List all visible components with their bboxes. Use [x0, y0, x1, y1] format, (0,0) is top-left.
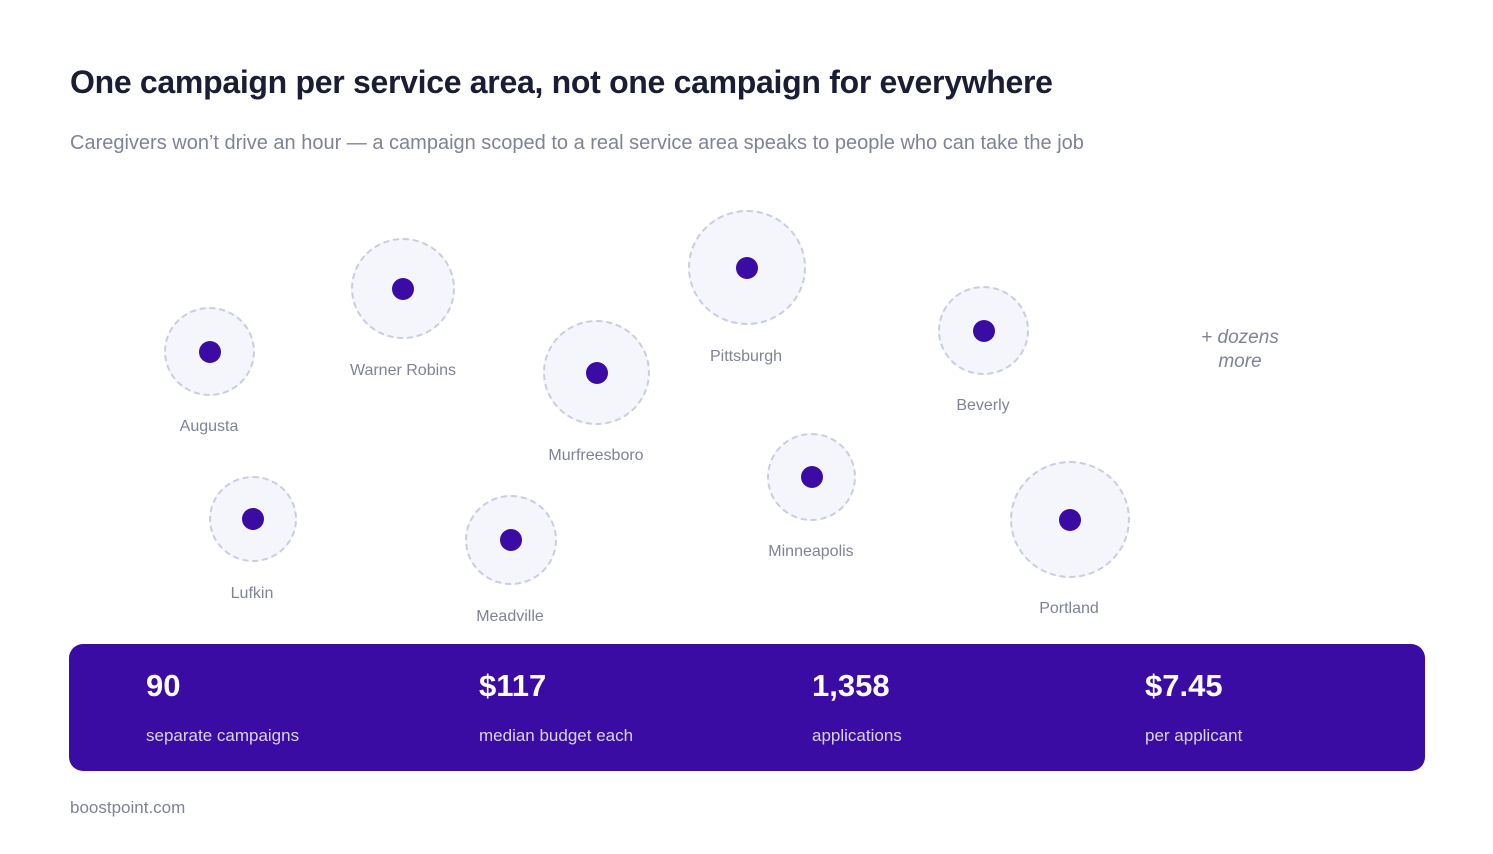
location-dot-icon — [800, 466, 823, 488]
service-area-augusta — [164, 307, 255, 396]
location-dot-icon — [1059, 508, 1081, 531]
city-label-minneapolis: Minneapolis — [768, 543, 854, 560]
city-label-pittsburgh: Pittsburgh — [709, 348, 783, 365]
stat-value: $7.45 — [1145, 668, 1223, 703]
stat-value: 1,358 — [812, 668, 890, 703]
city-label-warner-robins: Warner Robins — [349, 362, 457, 379]
footer-domain: boostpoint.com — [70, 798, 186, 817]
city-label-murfreesboro: Murfreesboro — [548, 447, 644, 464]
location-dot-icon — [392, 277, 414, 300]
stat-label: median budget each — [479, 726, 634, 745]
stat-value: $117 — [479, 668, 547, 703]
service-area-meadville — [465, 495, 557, 585]
service-area-minneapolis — [767, 433, 856, 521]
location-dot-icon — [242, 508, 264, 530]
city-label-augusta: Augusta — [179, 418, 239, 435]
location-dot-icon — [500, 529, 522, 551]
stat-label: per applicant — [1145, 726, 1243, 745]
more-areas-note: + dozens more — [1201, 327, 1279, 372]
city-label-lufkin: Lufkin — [230, 585, 274, 602]
service-area-beverly — [938, 286, 1029, 375]
location-dot-icon — [198, 340, 221, 363]
location-dot-icon — [585, 361, 608, 384]
stat-label: separate campaigns — [146, 726, 300, 745]
stat-label: applications — [812, 726, 902, 745]
stat-value: 90 — [146, 668, 181, 703]
service-area-murfreesboro — [543, 320, 650, 425]
city-label-meadville: Meadville — [476, 608, 544, 625]
location-dot-icon — [736, 256, 758, 279]
city-label-beverly: Beverly — [956, 397, 1010, 414]
page-title: One campaign per service area, not one c… — [70, 64, 1053, 100]
service-area-pittsburgh — [688, 210, 806, 325]
city-label-portland: Portland — [1039, 600, 1099, 617]
service-area-portland — [1010, 461, 1130, 578]
stats-banner: 90 separate campaigns $117 median budget… — [69, 644, 1425, 771]
location-dot-icon — [972, 319, 995, 342]
service-area-lufkin — [209, 476, 297, 562]
page-subtitle: Caregivers won’t drive an hour — a campa… — [70, 132, 1084, 154]
service-area-warner-robins — [351, 238, 455, 339]
